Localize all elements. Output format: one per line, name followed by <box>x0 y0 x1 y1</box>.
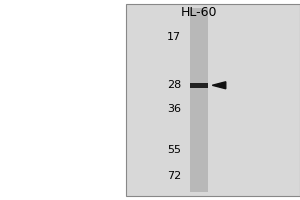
Text: HL-60: HL-60 <box>181 6 217 19</box>
Text: 55: 55 <box>167 145 182 155</box>
FancyBboxPatch shape <box>190 83 208 88</box>
FancyBboxPatch shape <box>190 8 208 192</box>
FancyBboxPatch shape <box>126 4 300 196</box>
Text: 36: 36 <box>167 104 182 114</box>
Text: 72: 72 <box>167 171 182 181</box>
Text: 28: 28 <box>167 80 182 90</box>
Polygon shape <box>212 82 226 89</box>
Text: 17: 17 <box>167 32 182 42</box>
